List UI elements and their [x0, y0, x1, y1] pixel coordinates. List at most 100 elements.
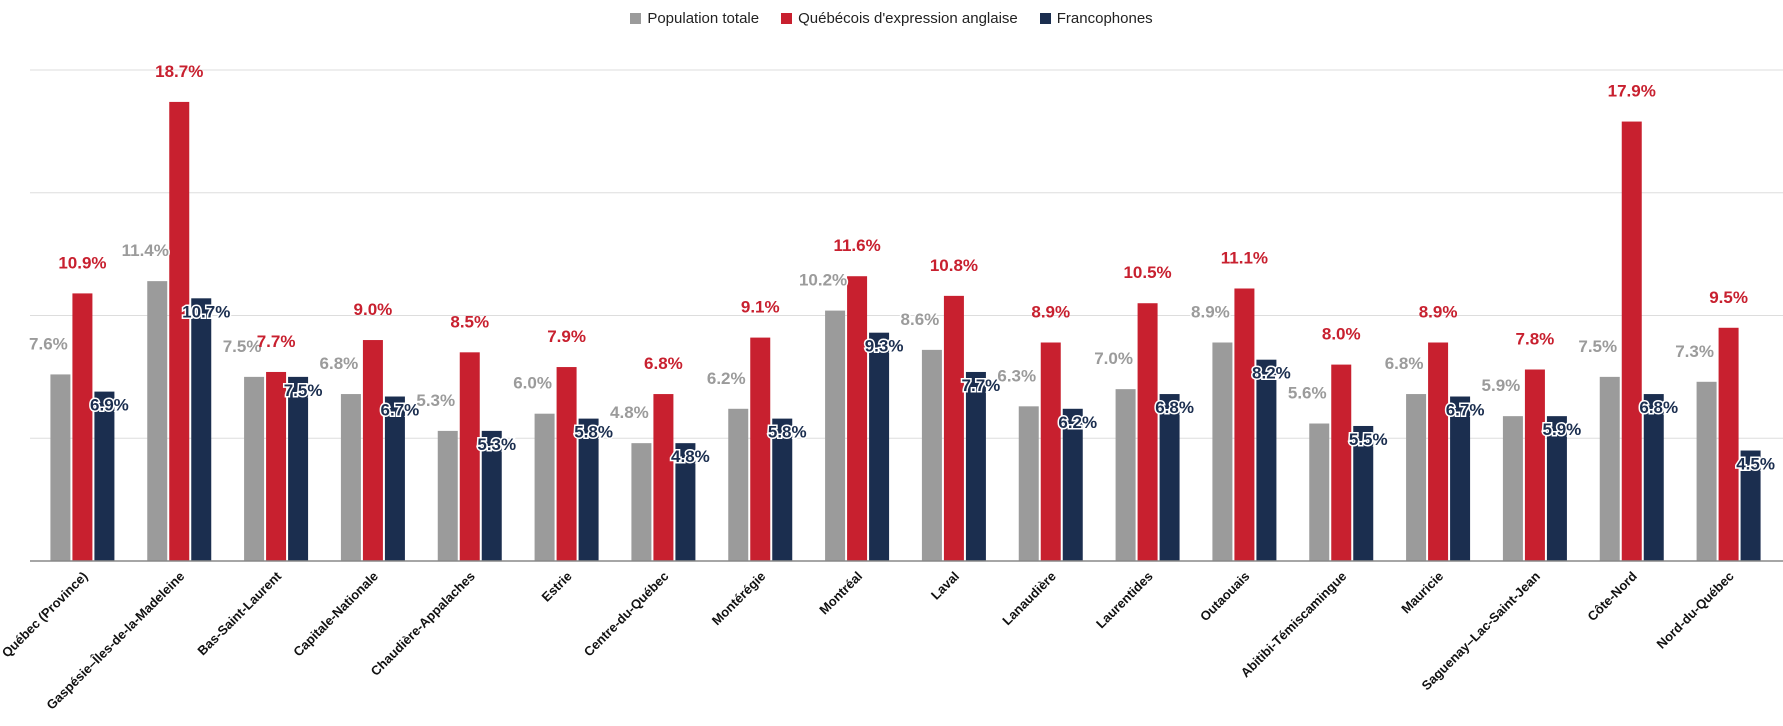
data-label-1: 7.8%	[1516, 330, 1555, 349]
bar-0	[1696, 381, 1717, 561]
bar-2	[1256, 359, 1277, 561]
bar-0	[631, 443, 652, 561]
legend-item-population[interactable]: Population totale	[630, 10, 759, 27]
data-label-2: 6.8%	[1155, 398, 1194, 417]
bar-2	[94, 391, 115, 561]
bar-1	[266, 371, 287, 561]
x-tick-label: Mauricie	[1398, 569, 1446, 617]
chart-legend: Population totale Québécois d'expression…	[0, 10, 1783, 27]
data-label-2: 7.7%	[962, 376, 1001, 395]
bar-1	[1137, 303, 1158, 561]
data-label-1: 10.9%	[58, 253, 106, 272]
data-label-0: 6.8%	[1385, 354, 1424, 373]
data-label-2: 7.5%	[284, 381, 323, 400]
data-label-2: 10.7%	[182, 302, 230, 321]
data-label-1: 17.9%	[1608, 82, 1656, 101]
x-tick-label: Estrie	[539, 569, 575, 605]
bar-1	[362, 340, 383, 561]
legend-swatch-anglophones	[781, 13, 793, 24]
bar-0	[728, 408, 749, 561]
x-tick-label: Montréal	[816, 569, 865, 618]
bar-2	[1546, 416, 1567, 561]
data-label-1: 9.5%	[1709, 288, 1748, 307]
data-label-1: 11.6%	[833, 236, 880, 255]
bar-0	[340, 394, 361, 561]
data-label-2: 6.7%	[1446, 401, 1485, 420]
bar-0	[825, 310, 846, 561]
data-label-1: 10.8%	[930, 256, 978, 275]
legend-swatch-population	[630, 13, 642, 24]
data-label-2: 5.8%	[768, 423, 807, 442]
bar-1	[459, 352, 480, 561]
data-label-2: 5.5%	[1349, 430, 1388, 449]
bar-2	[191, 298, 212, 561]
data-label-0: 7.6%	[29, 334, 68, 353]
data-label-2: 5.9%	[1543, 420, 1582, 439]
bar-2	[869, 332, 890, 561]
bar-0	[147, 281, 168, 561]
legend-label-anglophones: Québécois d'expression anglaise	[798, 10, 1018, 27]
data-label-0: 8.6%	[901, 310, 940, 329]
bar-1	[847, 276, 868, 561]
bar-2	[772, 418, 793, 561]
bar-0	[921, 349, 942, 561]
bar-0	[50, 374, 71, 561]
bar-2	[1450, 396, 1471, 561]
bar-1	[943, 295, 964, 561]
bar-0	[1406, 394, 1427, 561]
x-tick-label: Centre-du-Québec	[581, 569, 672, 660]
x-tick-label: Laval	[928, 569, 962, 603]
data-label-0: 7.0%	[1094, 349, 1133, 368]
data-label-0: 10.2%	[799, 271, 847, 290]
bar-2	[578, 418, 599, 561]
data-label-1: 10.5%	[1123, 263, 1171, 282]
bar-0	[1018, 406, 1039, 561]
x-tick-label: Nord-du-Québec	[1654, 569, 1737, 652]
legend-item-anglophones[interactable]: Québécois d'expression anglaise	[781, 10, 1018, 27]
data-label-1: 11.1%	[1221, 248, 1268, 267]
data-label-1: 8.9%	[1031, 303, 1070, 322]
bar-1	[1428, 342, 1449, 561]
data-label-2: 6.9%	[90, 396, 129, 415]
bar-0	[244, 376, 265, 561]
bar-1	[1524, 369, 1545, 561]
data-label-1: 8.5%	[450, 312, 489, 331]
data-label-0: 6.3%	[997, 366, 1036, 385]
data-label-2: 5.8%	[574, 423, 613, 442]
x-tick-label: Côte-Nord	[1584, 568, 1640, 624]
bar-0	[1212, 342, 1233, 561]
data-label-2: 9.3%	[865, 337, 904, 356]
x-tick-label: Bas-Saint-Laurent	[194, 568, 284, 658]
data-label-0: 11.4%	[122, 241, 169, 260]
data-label-0: 7.3%	[1675, 342, 1714, 361]
bar-1	[653, 394, 674, 561]
x-tick-label: Outaouais	[1197, 569, 1253, 625]
legend-item-francophones[interactable]: Francophones	[1039, 10, 1153, 27]
data-label-0: 5.9%	[1482, 376, 1521, 395]
data-label-0: 8.9%	[1191, 303, 1230, 322]
x-tick-label: Laurentides	[1093, 569, 1156, 632]
bar-0	[534, 413, 555, 561]
bar-1	[1331, 364, 1352, 561]
data-label-0: 4.8%	[610, 403, 649, 422]
bar-2	[675, 443, 696, 561]
bar-1	[750, 337, 771, 561]
bar-1	[169, 101, 190, 561]
bar-2	[481, 430, 502, 561]
bar-2	[1353, 425, 1374, 561]
data-label-0: 6.0%	[513, 374, 552, 393]
bar-2	[1159, 394, 1180, 561]
bar-2	[1740, 450, 1761, 561]
data-label-2: 6.8%	[1639, 398, 1678, 417]
bar-0	[1309, 423, 1330, 561]
data-label-0: 5.3%	[416, 391, 455, 410]
x-tick-label: Chaudière-Appalaches	[368, 569, 478, 679]
data-label-2: 6.2%	[1058, 413, 1097, 432]
bar-1	[72, 293, 93, 561]
bar-2	[965, 371, 986, 561]
bar-1	[1234, 288, 1255, 561]
bar-0	[1502, 416, 1523, 561]
data-label-1: 18.7%	[155, 62, 203, 81]
data-label-0: 7.5%	[1578, 337, 1617, 356]
